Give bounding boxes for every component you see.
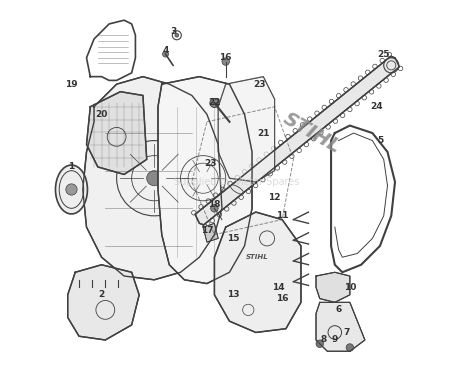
Text: 8: 8	[320, 335, 327, 345]
Text: 5: 5	[377, 136, 383, 145]
Text: STIHL: STIHL	[246, 254, 269, 260]
Circle shape	[147, 171, 162, 186]
Text: 23: 23	[204, 159, 217, 168]
Text: Supplied by Victor Spares: Supplied by Victor Spares	[174, 177, 300, 187]
Polygon shape	[195, 56, 399, 225]
Text: 10: 10	[344, 283, 356, 292]
Circle shape	[210, 99, 219, 108]
Polygon shape	[218, 77, 274, 182]
Circle shape	[210, 205, 218, 212]
Circle shape	[346, 344, 354, 351]
Text: 6: 6	[336, 305, 342, 315]
Ellipse shape	[55, 165, 87, 214]
Text: 9: 9	[332, 335, 338, 345]
Text: 16: 16	[219, 53, 232, 62]
Text: 15: 15	[227, 234, 239, 243]
Text: 24: 24	[370, 102, 383, 111]
Circle shape	[175, 33, 179, 37]
Polygon shape	[83, 77, 222, 280]
Circle shape	[316, 340, 324, 348]
Text: 4: 4	[162, 46, 169, 55]
Polygon shape	[158, 77, 252, 283]
Text: 13: 13	[227, 290, 239, 299]
Circle shape	[66, 184, 77, 195]
Circle shape	[222, 58, 229, 65]
Polygon shape	[214, 212, 301, 332]
Text: 17: 17	[201, 226, 213, 235]
Circle shape	[384, 58, 399, 73]
Text: 14: 14	[272, 283, 285, 292]
Text: 22: 22	[208, 99, 221, 108]
Text: 12: 12	[268, 193, 281, 202]
Text: 25: 25	[377, 50, 390, 59]
Text: STIHL: STIHL	[280, 109, 345, 157]
Text: 18: 18	[208, 200, 221, 209]
Text: 1: 1	[68, 163, 74, 171]
Text: 11: 11	[276, 211, 288, 220]
Text: 19: 19	[65, 80, 78, 89]
Polygon shape	[87, 92, 147, 174]
Text: 16: 16	[276, 294, 288, 303]
Text: 7: 7	[343, 328, 349, 337]
Text: 20: 20	[95, 110, 108, 119]
Text: 23: 23	[253, 80, 266, 89]
Text: 21: 21	[257, 128, 270, 138]
Text: 3: 3	[170, 27, 176, 36]
Polygon shape	[316, 272, 350, 302]
Polygon shape	[316, 302, 365, 351]
Circle shape	[163, 51, 169, 57]
Text: 2: 2	[99, 290, 105, 299]
Polygon shape	[68, 265, 139, 340]
Polygon shape	[203, 223, 218, 242]
